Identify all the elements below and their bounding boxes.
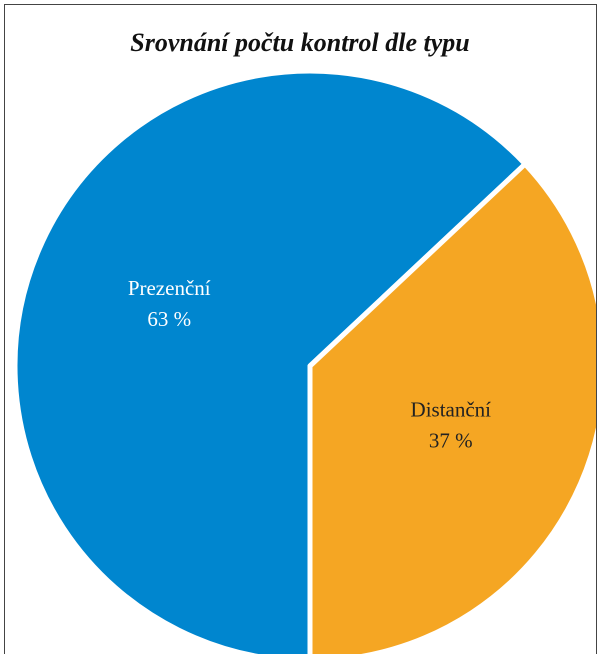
pie: Prezenční 63 % Distanční 37 %: [12, 68, 596, 654]
pie-slice: [307, 161, 596, 654]
slice-value-label: 37 %: [429, 429, 473, 453]
slice-label: Distanční: [411, 398, 492, 422]
slice-label: Prezenční: [128, 276, 211, 300]
pie-slice: [12, 68, 528, 654]
slice-value-label: 63 %: [147, 307, 191, 331]
chart-title: Srovnání počtu kontrol dle typu: [130, 28, 470, 57]
